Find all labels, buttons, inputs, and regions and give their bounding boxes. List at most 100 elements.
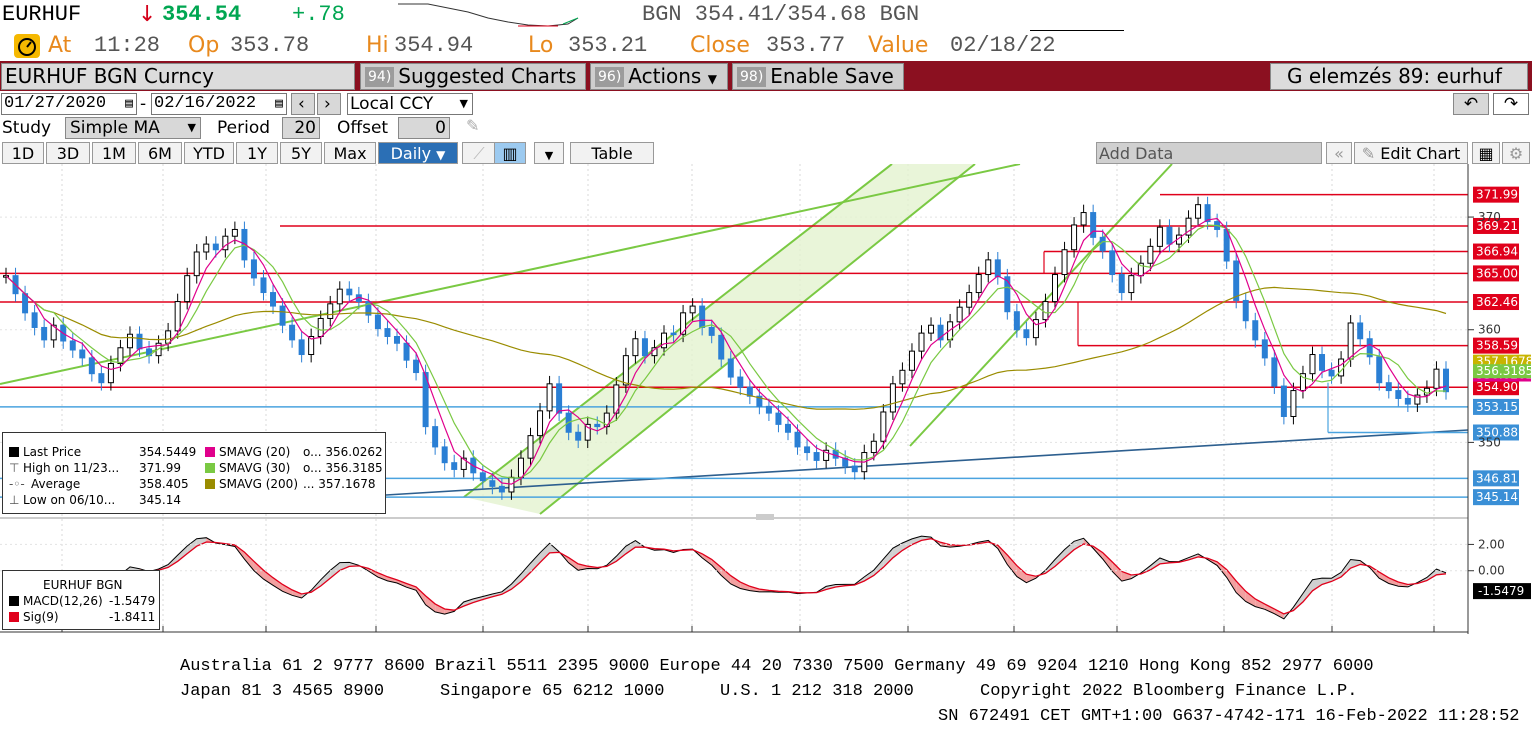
candle-body (784, 423, 791, 433)
candle-body (1042, 301, 1049, 321)
macd-fill (1150, 558, 1160, 570)
macd-fill (568, 557, 579, 571)
edit-chart-button[interactable]: ✎ Edit Chart (1354, 142, 1468, 164)
candle-body (975, 274, 982, 294)
undo-button[interactable]: ↶ (1453, 93, 1489, 115)
legend-value: o... 356.3185 (303, 461, 383, 475)
period-input[interactable]: 20 (282, 117, 320, 139)
tab-ytd[interactable]: YTD (184, 142, 234, 164)
price-tag-box (1473, 489, 1519, 506)
price-tag-box (1473, 337, 1519, 354)
candle-body (1414, 394, 1421, 405)
macd-fill (721, 567, 731, 584)
frequency-select[interactable]: Daily ▼ (378, 142, 458, 164)
candle-body (441, 446, 448, 464)
price-chart[interactable]: 2.00 0.00 -1.5479 371.99 369.21 366.94 365.00… (0, 164, 1532, 634)
candle-body (1004, 276, 1011, 313)
add-data-input[interactable]: Add Data (1096, 142, 1322, 164)
legend-name: Sig(9) (23, 610, 59, 624)
candle-body (1147, 245, 1154, 264)
candle-body (1338, 358, 1345, 377)
candle-body (661, 332, 668, 349)
footer-us: U.S. 1 212 318 2000 (720, 682, 914, 701)
macd-fill (1112, 561, 1122, 582)
pencil-icon[interactable]: ✎ (466, 116, 480, 135)
enable-save-button[interactable]: 98) Enable Save (732, 63, 904, 90)
legend-name: Average (31, 477, 81, 491)
macd-fill (339, 562, 350, 571)
candle-body (1433, 368, 1440, 389)
edit-chart-label: Edit Chart (1380, 144, 1461, 163)
macd-fill (740, 582, 750, 591)
candle-body (270, 292, 277, 307)
chart-type-dropdown[interactable]: ▼ (534, 142, 564, 164)
tab-1m[interactable]: 1M (92, 142, 136, 164)
tab-1d[interactable]: 1D (2, 142, 44, 164)
price-candles (3, 196, 1449, 500)
period-label: Period (217, 118, 271, 138)
actions-button[interactable]: 96) Actions ▼ (590, 63, 728, 90)
legend-name: High on 11/23... (23, 461, 120, 475)
legend-value: o... 356.0262 (303, 445, 383, 459)
chart-settings-icon[interactable]: ▦ (1472, 142, 1500, 164)
macd-fill (1350, 559, 1361, 569)
macd-fill (883, 548, 893, 568)
tab-1y[interactable]: 1Y (236, 142, 278, 164)
chart-legend[interactable]: Last Price 354.5449 ⊤ High on 11/23... 37… (2, 432, 386, 514)
footer-singapore: Singapore 65 6212 1000 (440, 682, 665, 701)
gear-icon[interactable]: ⚙ (1502, 142, 1530, 164)
pane-handle[interactable] (756, 514, 774, 520)
study-select[interactable]: Simple MA ▼ (65, 117, 201, 139)
tab-5y[interactable]: 5Y (280, 142, 322, 164)
macd-fill (1322, 578, 1332, 585)
bar-chart-icon[interactable]: ▥ (494, 142, 526, 164)
collapse-icon[interactable]: « (1326, 142, 1352, 164)
gauge-icon[interactable] (14, 34, 40, 58)
line-chart-icon[interactable]: ⟋ (462, 142, 496, 164)
macd-tick-label: 0.00 (1478, 564, 1505, 578)
candle-body (1395, 390, 1402, 399)
calendar-icon[interactable]: ▤ (125, 96, 133, 111)
next-period-button[interactable]: › (317, 93, 341, 115)
suggested-charts-label: Suggested Charts (398, 64, 577, 88)
table-button[interactable]: Table (570, 142, 654, 164)
candle-body (1347, 322, 1354, 360)
candle-body (851, 465, 858, 473)
tab-6m[interactable]: 6M (138, 142, 182, 164)
candle-body (308, 335, 315, 356)
price-tag-label: 346.81 (1476, 471, 1518, 485)
green-trendline-autumn (909, 164, 1173, 447)
candle-body (126, 333, 133, 349)
legend-value: 345.14 (139, 493, 181, 507)
legend-value: ... 357.1678 (303, 477, 376, 491)
macd-legend[interactable]: EURHUF BGN MACD(12,26) -1.5479 Sig(9) -1… (2, 570, 160, 630)
prev-period-button[interactable]: ‹ (291, 93, 315, 115)
at-label: At (48, 33, 72, 58)
suggested-charts-button[interactable]: 94) Suggested Charts (360, 63, 586, 90)
tab-max[interactable]: Max (324, 142, 376, 164)
macd-fill (425, 595, 436, 612)
end-date-input[interactable]: 02/16/2022 ▤ (151, 93, 287, 115)
price-tag-label: 365.00 (1476, 266, 1518, 280)
candle-body (22, 293, 29, 314)
ticker-symbol: EURHUF (2, 2, 82, 27)
candle-body (804, 446, 811, 454)
candle-body (317, 317, 324, 337)
macd-fill (463, 598, 474, 607)
security-field[interactable]: EURHUF BGN Curncy (1, 63, 355, 90)
y-tick-label: 360 (1478, 323, 1501, 337)
candle-body (479, 472, 486, 482)
price-tag-box (1473, 379, 1519, 396)
tab-3d[interactable]: 3D (46, 142, 90, 164)
y-tick-label: 350 (1478, 435, 1501, 449)
candle-body (413, 359, 420, 374)
currency-select[interactable]: Local CCY ▼ (347, 93, 473, 115)
macd-fill (1312, 578, 1323, 591)
legend-low: ⊥ Low on 06/10... (9, 492, 115, 508)
start-date-input[interactable]: 01/27/2020 ▤ (1, 93, 137, 115)
legend-swatch (9, 612, 19, 622)
offset-input[interactable]: 0 (398, 117, 450, 139)
calendar-icon[interactable]: ▤ (275, 96, 283, 111)
redo-button[interactable]: ↷ (1493, 93, 1529, 115)
macd-fill (387, 576, 397, 583)
